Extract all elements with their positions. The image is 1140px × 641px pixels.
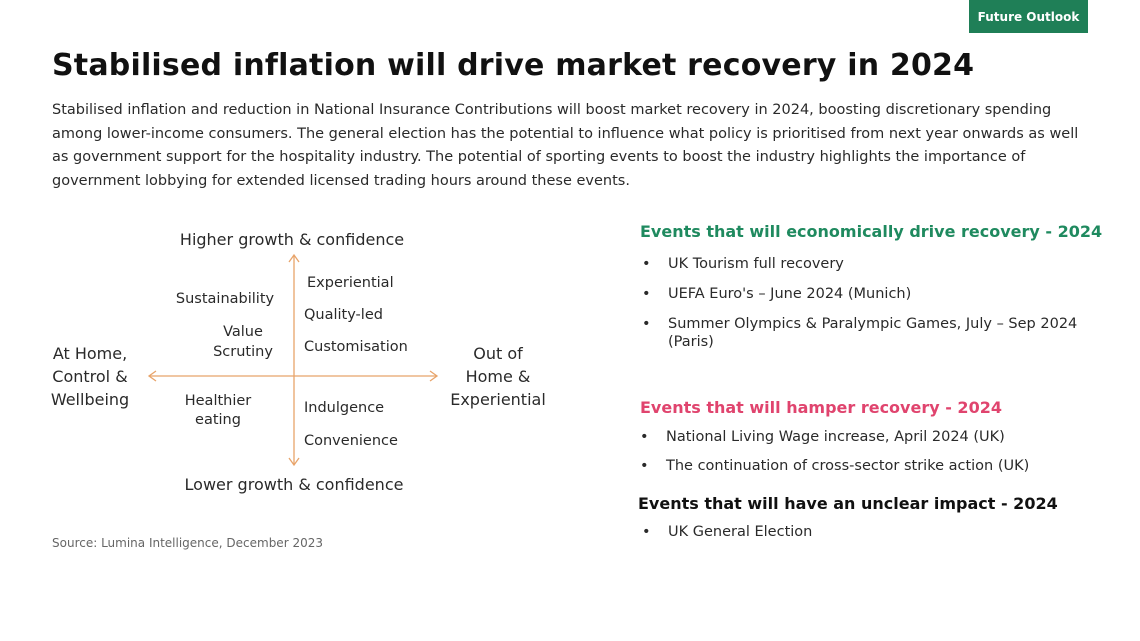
trend-scrutiny: Scrutiny (213, 344, 273, 360)
unclear-impact-list: • UK General Election (640, 523, 1060, 541)
drive-recovery-list: • UK Tourism full recovery • UEFA Euro's… (640, 255, 1102, 351)
bullet-icon: • (642, 286, 651, 302)
left-arrowhead (147, 370, 157, 382)
up-arrowhead (288, 253, 300, 263)
trend-customisation: Customisation (304, 339, 408, 355)
quadrant-axes (147, 253, 439, 467)
list-item: • The continuation of cross-sector strik… (640, 458, 1030, 474)
list-item: • UK General Election (642, 524, 813, 540)
trend-experiential: Experiential (307, 275, 394, 291)
hamper-recovery-heading: Events that will hamper recovery - 2024 (640, 398, 1002, 417)
list-item: • National Living Wage increase, April 2… (640, 429, 1005, 445)
axis-label-right: Out of Home & Experiential (450, 344, 546, 409)
trend-quality-led: Quality-led (304, 307, 383, 323)
hamper-recovery-list: • National Living Wage increase, April 2… (640, 428, 1033, 475)
down-arrowhead (288, 457, 300, 467)
intro-paragraph: Stabilised inflation and reduction in Na… (52, 102, 1079, 190)
drive-recovery-section: Events that will economically drive reco… (640, 222, 1102, 351)
trend-sustainability: Sustainability (175, 291, 275, 307)
bullet-icon: • (642, 524, 651, 540)
trend-convenience: Convenience (304, 433, 398, 449)
trend-eating: eating (195, 412, 241, 428)
bullet-icon: • (640, 429, 649, 445)
unclear-impact-heading: Events that will have an unclear impact … (638, 494, 1058, 513)
axis-label-left: At Home, Control & Wellbeing (50, 344, 130, 409)
right-arrowhead (429, 370, 439, 382)
list-item: • UK Tourism full recovery (642, 256, 844, 272)
unclear-impact-section: Events that will have an unclear impact … (638, 494, 1060, 541)
trend-indulgence: Indulgence (304, 400, 385, 416)
axis-label-bottom: Lower growth & confidence (184, 475, 404, 494)
trend-healthier: Healthier (184, 393, 252, 409)
list-item: • Summer Olympics & Paralympic Games, Ju… (642, 316, 1078, 350)
drive-recovery-heading: Events that will economically drive reco… (640, 222, 1103, 241)
bullet-icon: • (640, 458, 649, 474)
bullet-icon: • (642, 256, 651, 272)
bullet-icon: • (642, 316, 651, 332)
axis-label-top: Higher growth & confidence (179, 230, 405, 249)
hamper-recovery-section: Events that will hamper recovery - 2024 … (640, 398, 1033, 475)
source-note: Source: Lumina Intelligence, December 20… (52, 536, 323, 550)
list-item: • UEFA Euro's – June 2024 (Munich) (642, 286, 912, 302)
trend-value: Value (223, 324, 263, 340)
future-outlook-tag: Future Outlook (969, 0, 1088, 33)
consumer-trends-quadrant: Higher growth & confidence Lower growth … (0, 0, 600, 560)
page-title: Stabilised inflation will drive market r… (52, 48, 975, 83)
